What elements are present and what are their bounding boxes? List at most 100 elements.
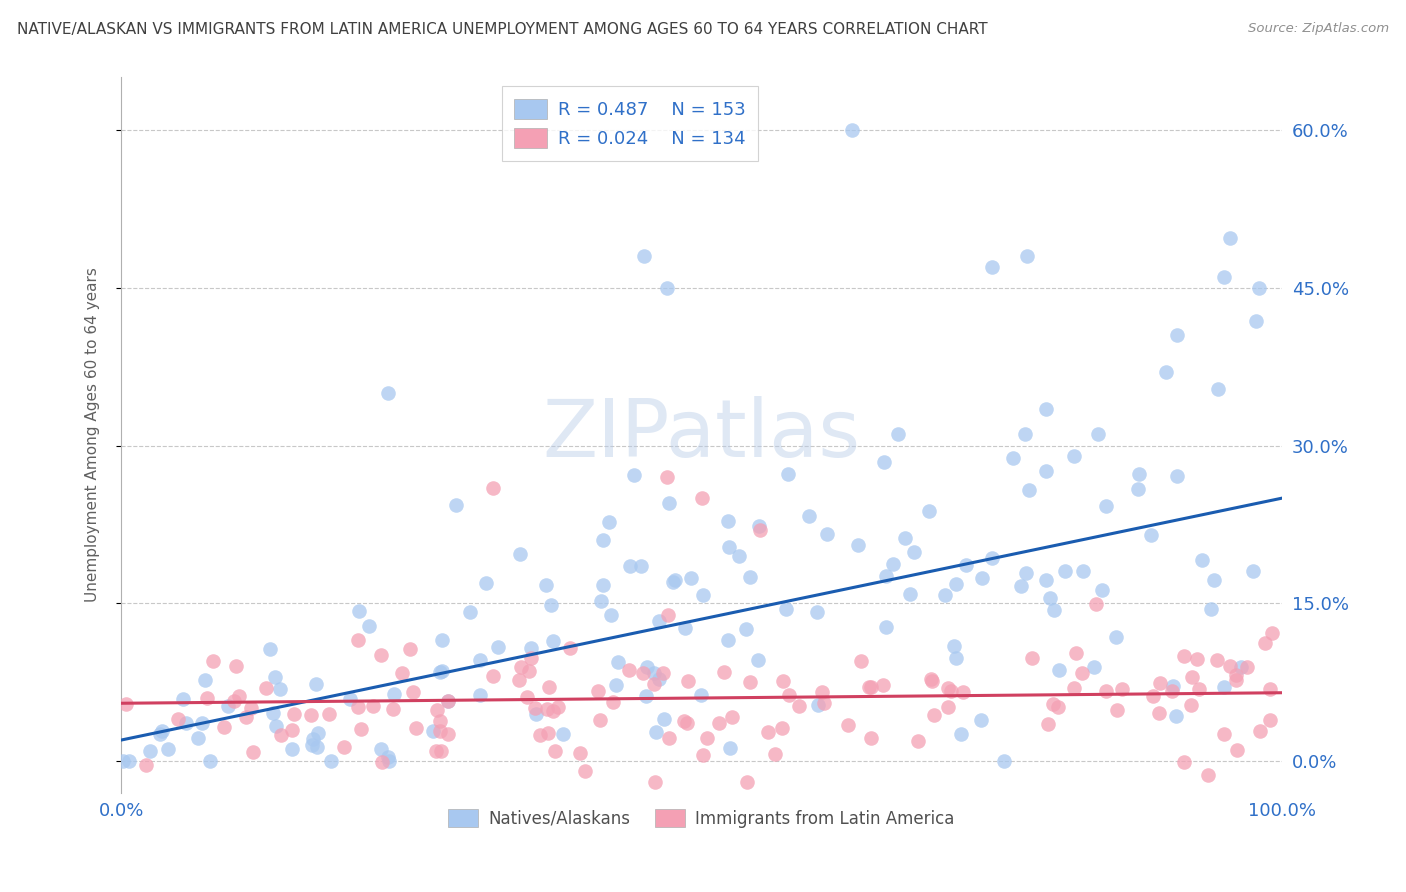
Point <box>695 731 717 745</box>
Point <box>692 748 714 763</box>
Point <box>534 578 557 592</box>
Point <box>633 249 655 263</box>
Point <box>993 754 1015 768</box>
Point <box>630 559 652 574</box>
Point <box>1173 648 1195 663</box>
Point <box>934 588 956 602</box>
Point <box>481 481 503 495</box>
Point <box>1021 651 1043 665</box>
Point <box>301 738 323 752</box>
Point <box>690 688 713 702</box>
Point <box>634 689 657 703</box>
Point <box>1128 467 1150 481</box>
Point <box>717 540 740 554</box>
Point <box>1166 708 1188 723</box>
Point <box>1225 673 1247 688</box>
Point <box>224 694 246 708</box>
Point <box>772 673 794 688</box>
Point <box>636 660 658 674</box>
Point <box>690 491 713 505</box>
Point <box>936 681 959 695</box>
Point <box>633 666 655 681</box>
Point <box>235 710 257 724</box>
Point <box>860 731 883 745</box>
Point <box>370 755 392 769</box>
Point <box>1225 743 1247 757</box>
Point <box>1095 499 1118 513</box>
Point <box>474 575 496 590</box>
Point <box>903 545 925 559</box>
Point <box>1258 681 1281 696</box>
Point <box>1087 427 1109 442</box>
Point <box>1071 564 1094 578</box>
Point <box>949 727 972 741</box>
Point <box>1204 573 1226 587</box>
Point <box>806 605 828 619</box>
Point <box>588 684 610 698</box>
Point <box>558 640 581 655</box>
Point <box>269 681 291 696</box>
Point <box>981 551 1004 566</box>
Point <box>664 573 686 587</box>
Point <box>537 680 560 694</box>
Point <box>655 470 678 484</box>
Point <box>1002 450 1025 465</box>
Point <box>770 721 793 735</box>
Point <box>444 498 467 512</box>
Point <box>815 527 838 541</box>
Point <box>166 712 188 726</box>
Point <box>655 281 678 295</box>
Point <box>598 515 620 529</box>
Point <box>841 123 863 137</box>
Point <box>600 608 623 623</box>
Point <box>482 669 505 683</box>
Point <box>658 731 681 745</box>
Point <box>1111 682 1133 697</box>
Point <box>270 728 292 742</box>
Point <box>747 653 769 667</box>
Point <box>775 602 797 616</box>
Point <box>1095 683 1118 698</box>
Point <box>149 727 172 741</box>
Point <box>592 578 614 592</box>
Point <box>1091 582 1114 597</box>
Point <box>676 674 699 689</box>
Point <box>882 558 904 572</box>
Point <box>318 706 340 721</box>
Point <box>259 641 281 656</box>
Point <box>347 699 370 714</box>
Point <box>536 702 558 716</box>
Point <box>305 676 328 690</box>
Point <box>797 509 820 524</box>
Point <box>617 663 640 677</box>
Point <box>540 598 562 612</box>
Point <box>437 694 460 708</box>
Point <box>716 632 738 647</box>
Point <box>391 666 413 681</box>
Point <box>1246 314 1268 328</box>
Point <box>679 571 702 585</box>
Point <box>651 666 673 681</box>
Point <box>728 549 751 563</box>
Point <box>887 427 910 442</box>
Point <box>1064 646 1087 660</box>
Point <box>262 706 284 721</box>
Point <box>1213 270 1236 285</box>
Point <box>544 744 567 758</box>
Point <box>740 675 762 690</box>
Point <box>509 547 531 561</box>
Point <box>150 723 173 738</box>
Point <box>398 642 420 657</box>
Point <box>405 721 427 735</box>
Point <box>846 538 869 552</box>
Point <box>1166 469 1188 483</box>
Point <box>1085 598 1108 612</box>
Point <box>111 754 134 768</box>
Point <box>849 654 872 668</box>
Point <box>907 734 929 748</box>
Point <box>748 523 770 537</box>
Point <box>1254 636 1277 650</box>
Point <box>1249 723 1271 738</box>
Point <box>524 701 547 715</box>
Point <box>676 715 699 730</box>
